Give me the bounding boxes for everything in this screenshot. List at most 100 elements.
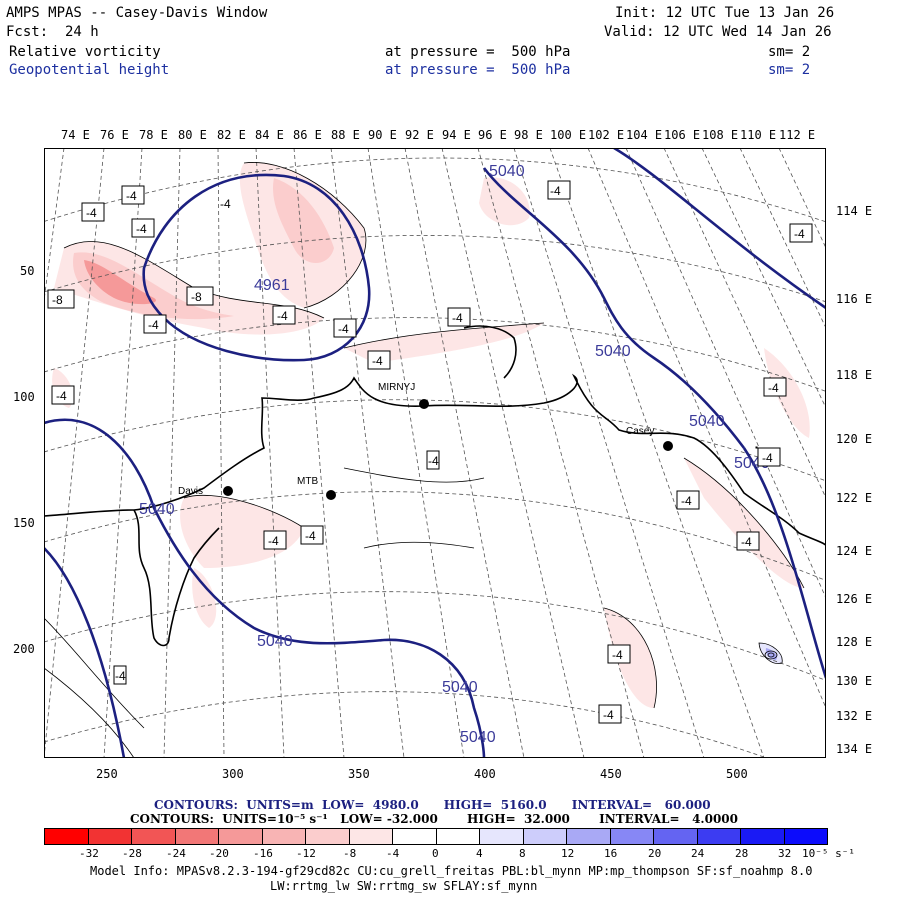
vorticity-label: -4 [681, 494, 692, 508]
vorticity-label: -4 [305, 529, 316, 543]
height-contour-5040-west [44, 418, 486, 758]
lon-label: 74 E [61, 128, 90, 142]
y-axis-label: 50 [20, 264, 35, 278]
vorticity-shading-region [479, 177, 530, 226]
height-contour-info: CONTOURS: UNITS=m LOW= 4980.0 HIGH= 5160… [154, 798, 711, 812]
field2-level: at pressure = 500 hPa [385, 62, 571, 78]
vorticity-label: -4 [612, 648, 623, 662]
vorticity-shading-region [273, 178, 334, 263]
vorticity-shading-region [344, 323, 544, 363]
colorbar-cell [393, 829, 437, 844]
lon-label: 96 E [478, 128, 507, 142]
lon-label: 112 E [779, 128, 816, 142]
height-contour-label: 5040 [139, 501, 175, 518]
height-contour-label: 5040 [595, 343, 631, 360]
colorbar-cell [132, 829, 176, 844]
height-contour-5040-se [742, 447, 826, 679]
colorbar-unit: 10⁻⁵ s⁻¹ [802, 847, 855, 860]
x-axis-label: 350 [348, 767, 370, 781]
vorticity-label: -4 [148, 318, 159, 332]
vorticity-label: -4 [768, 381, 779, 395]
colorbar-cell [349, 829, 393, 844]
vorticity-label: -8 [52, 293, 63, 307]
x-axis-label: 450 [600, 767, 622, 781]
colorbar-label: -8 [343, 847, 357, 860]
vorticity-label: -4 [794, 227, 805, 241]
colorbar-label: 0 [432, 847, 439, 860]
lon-label: 94 E [442, 128, 471, 142]
lon-label: 90 E [368, 128, 397, 142]
colorbar-label: -12 [296, 847, 316, 860]
colorbar-cell [480, 829, 524, 844]
lon-label: 118 E [836, 368, 873, 382]
colorbar-label: 32 [778, 847, 792, 860]
lon-label: 124 E [836, 544, 873, 558]
vorticity-label: -4 [452, 311, 463, 325]
model-info: Model Info: MPASv8.2.3-194-gf29cd82c CU:… [90, 864, 813, 878]
colorbar-cell [88, 829, 132, 844]
station-markers [223, 399, 673, 500]
map-panel: MIRNYJ Casey Davis MTB 5040 5040 5040 50… [44, 148, 826, 758]
vorticity-label: -4 [56, 389, 67, 403]
vorticity-label: -4 [268, 534, 279, 548]
vorticity-label: -4 [550, 184, 561, 198]
station-label: MIRNYJ [378, 382, 415, 393]
lon-label: 100 E [550, 128, 587, 142]
vorticity-label: -4 [277, 309, 288, 323]
height-contour-label: 5040 [257, 633, 293, 650]
height-contour-label: 5040 [460, 729, 496, 746]
field2-name: Geopotential height [9, 62, 170, 78]
lon-label: 132 E [836, 709, 873, 723]
colorbar-cell [741, 829, 785, 844]
colorbar-cell [523, 829, 567, 844]
colorbar-label: -4 [386, 847, 400, 860]
x-axis-label: 300 [222, 767, 244, 781]
station-label: Davis [178, 486, 203, 497]
height-contour-5040-north [482, 167, 746, 449]
vorticity-label: -4 [762, 451, 773, 465]
height-contour-label: 5040 [689, 413, 725, 430]
height-contour-label: 5040 [489, 163, 525, 180]
colorbar-cell [262, 829, 306, 844]
vorticity-label: -4 [86, 206, 97, 220]
colorbar-cell [610, 829, 654, 844]
station-mirnyj-marker [419, 399, 429, 409]
station-label: Casey [626, 426, 654, 437]
colorbar-label: 28 [735, 847, 749, 860]
colorbar-label: -16 [253, 847, 273, 860]
vorticity-shading-region [84, 260, 156, 305]
x-axis-label: 400 [474, 767, 496, 781]
colorbar-cell [45, 829, 89, 844]
lon-label: 120 E [836, 432, 873, 446]
lon-label: 98 E [514, 128, 543, 142]
vorticity-label: -4 [220, 197, 231, 211]
colorbar-label: -24 [166, 847, 186, 860]
lon-label: 84 E [255, 128, 284, 142]
lon-label: 134 E [836, 742, 873, 756]
y-axis-label: 150 [13, 516, 35, 530]
field1-name: Relative vorticity [9, 44, 161, 60]
x-axis-label: 250 [96, 767, 118, 781]
field1-level: at pressure = 500 hPa [385, 44, 571, 60]
vorticity-shading-region [684, 458, 804, 588]
vorticity-label: -4 [741, 535, 752, 549]
height-contour-5040-sw [44, 547, 126, 758]
lon-label: 104 E [626, 128, 663, 142]
lon-label: 114 E [836, 204, 873, 218]
colorbar-label: 20 [648, 847, 662, 860]
colorbar-label: 12 [561, 847, 575, 860]
colorbar-label: -32 [79, 847, 99, 860]
colorbar-label: 16 [604, 847, 618, 860]
colorbar-cell [654, 829, 698, 844]
height-contour-4961-low [142, 173, 371, 362]
vorticity-label: -4 [603, 708, 614, 722]
colorbar-label: 8 [519, 847, 526, 860]
colorbar-label: -20 [209, 847, 229, 860]
lon-label: 80 E [178, 128, 207, 142]
station-casey-marker [663, 441, 673, 451]
station-mtb-marker [326, 490, 336, 500]
lon-label: 92 E [405, 128, 434, 142]
vorticity-label: -4 [115, 669, 126, 683]
height-contour-5040-ne [613, 148, 826, 310]
vorticity-label: -8 [191, 290, 202, 304]
